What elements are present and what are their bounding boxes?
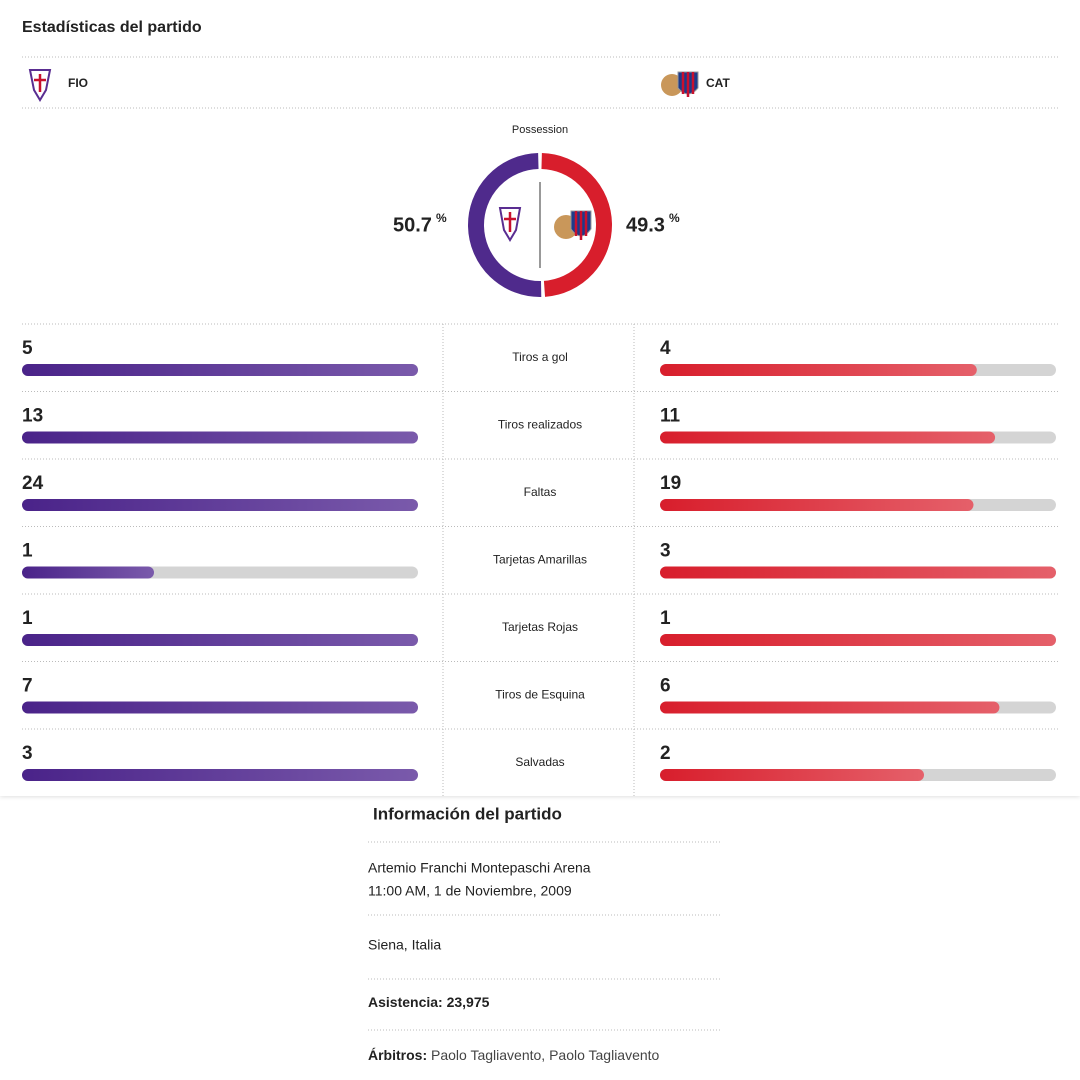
away-bar [660,499,974,511]
away-value: 11 [660,406,681,427]
home-bar [22,431,418,444]
home-bar [22,769,418,781]
referees-value: Paolo Tagliavento, Paolo Tagliavento [431,1047,660,1063]
home-value: 1 [22,608,33,629]
away-bar [660,364,977,376]
home-possession: 50.7 [393,214,432,236]
stat-label: Faltas [524,485,557,499]
location: Siena, Italia [368,937,441,953]
stat-label: Tiros a gol [512,350,568,364]
away-value: 4 [660,338,671,359]
stat-label: Salvadas [515,755,564,769]
stats-title: Estadísticas del partido [22,19,202,36]
away-bar [660,701,1000,714]
attendance-value: 23,975 [447,994,490,1010]
donut-home-logo [498,207,522,242]
away-team: CAT [706,76,730,90]
away-bar [660,566,1056,579]
info-title: Información del partido [373,804,562,823]
home-value: 3 [22,743,33,764]
away-bar [660,431,996,444]
home-bar [22,701,418,714]
home-value: 24 [22,473,44,494]
home-value: 13 [22,406,43,427]
donut-away-logo [554,210,592,240]
home-team: FIO [68,76,88,90]
away-possession: 49.3 [626,214,665,236]
away-logo [661,71,699,97]
stat-label: Tiros de Esquina [495,688,585,702]
possession-unit: % [669,211,680,225]
datetime: 11:00 AM, 1 de Noviembre, 2009 [368,883,572,899]
home-bar [22,499,418,511]
possession-title: Possession [512,124,568,136]
away-value: 1 [660,608,671,629]
away-value: 6 [660,676,671,697]
attendance-label: Asistencia: [368,994,443,1010]
possession-home-arc [468,153,542,297]
home-value: 1 [22,541,33,562]
referees-label: Árbitros: [368,1047,427,1063]
away-value: 3 [660,541,671,562]
home-bar [22,566,154,579]
home-logo [28,69,52,102]
attendance: Asistencia: 23,975 [368,994,490,1010]
away-value: 2 [660,743,671,764]
stats-card [0,0,1080,796]
home-bar [22,364,418,376]
possession-unit: % [436,211,447,225]
home-bar [22,634,418,646]
away-bar [660,634,1056,646]
stat-label: Tiros realizados [498,418,582,432]
stat-label: Tarjetas Amarillas [493,553,587,567]
possession-away-arc [541,153,612,297]
venue: Artemio Franchi Montepaschi Arena [368,860,591,876]
away-value: 19 [660,473,681,494]
home-value: 5 [22,338,33,359]
referees: Árbitros: Paolo Tagliavento, Paolo Tagli… [368,1047,660,1063]
home-value: 7 [22,676,33,697]
stat-label: Tarjetas Rojas [502,620,578,634]
away-bar [660,769,924,781]
